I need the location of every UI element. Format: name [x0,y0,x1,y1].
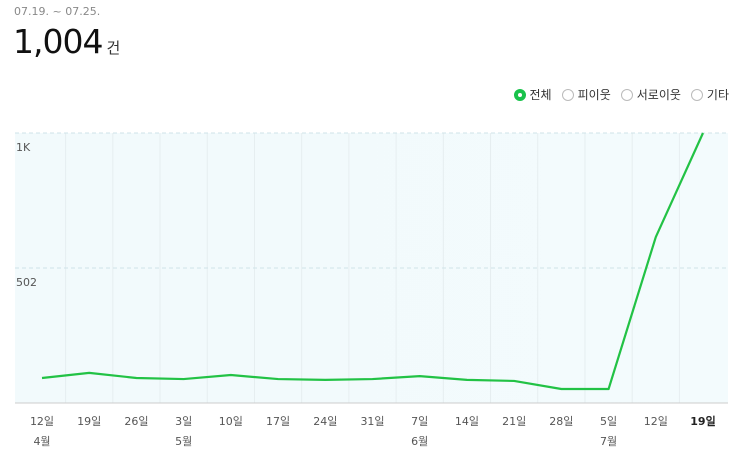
month-label: 7월 [600,435,617,448]
x-tick-label: 12일 [644,414,668,428]
filter-group: 전체 피이웃 서로이웃 기타 [513,86,729,103]
x-tick-label: 17일 [266,414,290,428]
total-unit: 건 [106,39,121,57]
total-value: 1,004 [13,22,103,61]
x-tick-label: 31일 [360,414,384,428]
x-tick-label: 28일 [549,414,573,428]
filter-option[interactable]: 기타 [690,86,729,103]
y-tick-label: 502 [16,276,37,289]
filter-label[interactable]: 서로이웃 [636,88,681,102]
month-label: 4월 [33,435,50,448]
filter-label[interactable]: 피이웃 [577,88,611,102]
radio[interactable] [690,88,703,101]
x-tick-label: 3일 [175,414,192,428]
x-tick-label: 12일 [30,414,54,428]
date-range: 07.19. ~ 07.25. [14,5,101,18]
filter-option[interactable]: 피이웃 [561,86,611,103]
x-tick-label: 24일 [313,414,337,428]
month-label: 5월 [175,435,192,448]
plot-background [15,133,728,403]
x-tick-label: 14일 [455,414,479,428]
x-tick-label: 7일 [411,414,428,428]
filter-option[interactable]: 전체 [513,86,552,103]
radio[interactable] [620,88,633,101]
y-tick-label: 1K [16,141,31,154]
x-tick-label: 10일 [219,414,243,428]
x-tick-label: 26일 [124,414,148,428]
month-label: 6월 [411,435,428,448]
filter-label[interactable]: 전체 [529,88,552,102]
series-line [41,132,705,391]
radio[interactable] [561,88,574,101]
x-tick-label: 5일 [600,414,617,428]
x-tick-label: 19일 [690,414,715,428]
total: 1,004 건 [13,22,120,61]
x-tick-label: 21일 [502,414,526,428]
filter-label[interactable]: 기타 [706,88,729,102]
radio[interactable] [513,88,526,101]
filter-option[interactable]: 서로이웃 [620,86,681,103]
x-tick-label: 19일 [77,414,101,428]
